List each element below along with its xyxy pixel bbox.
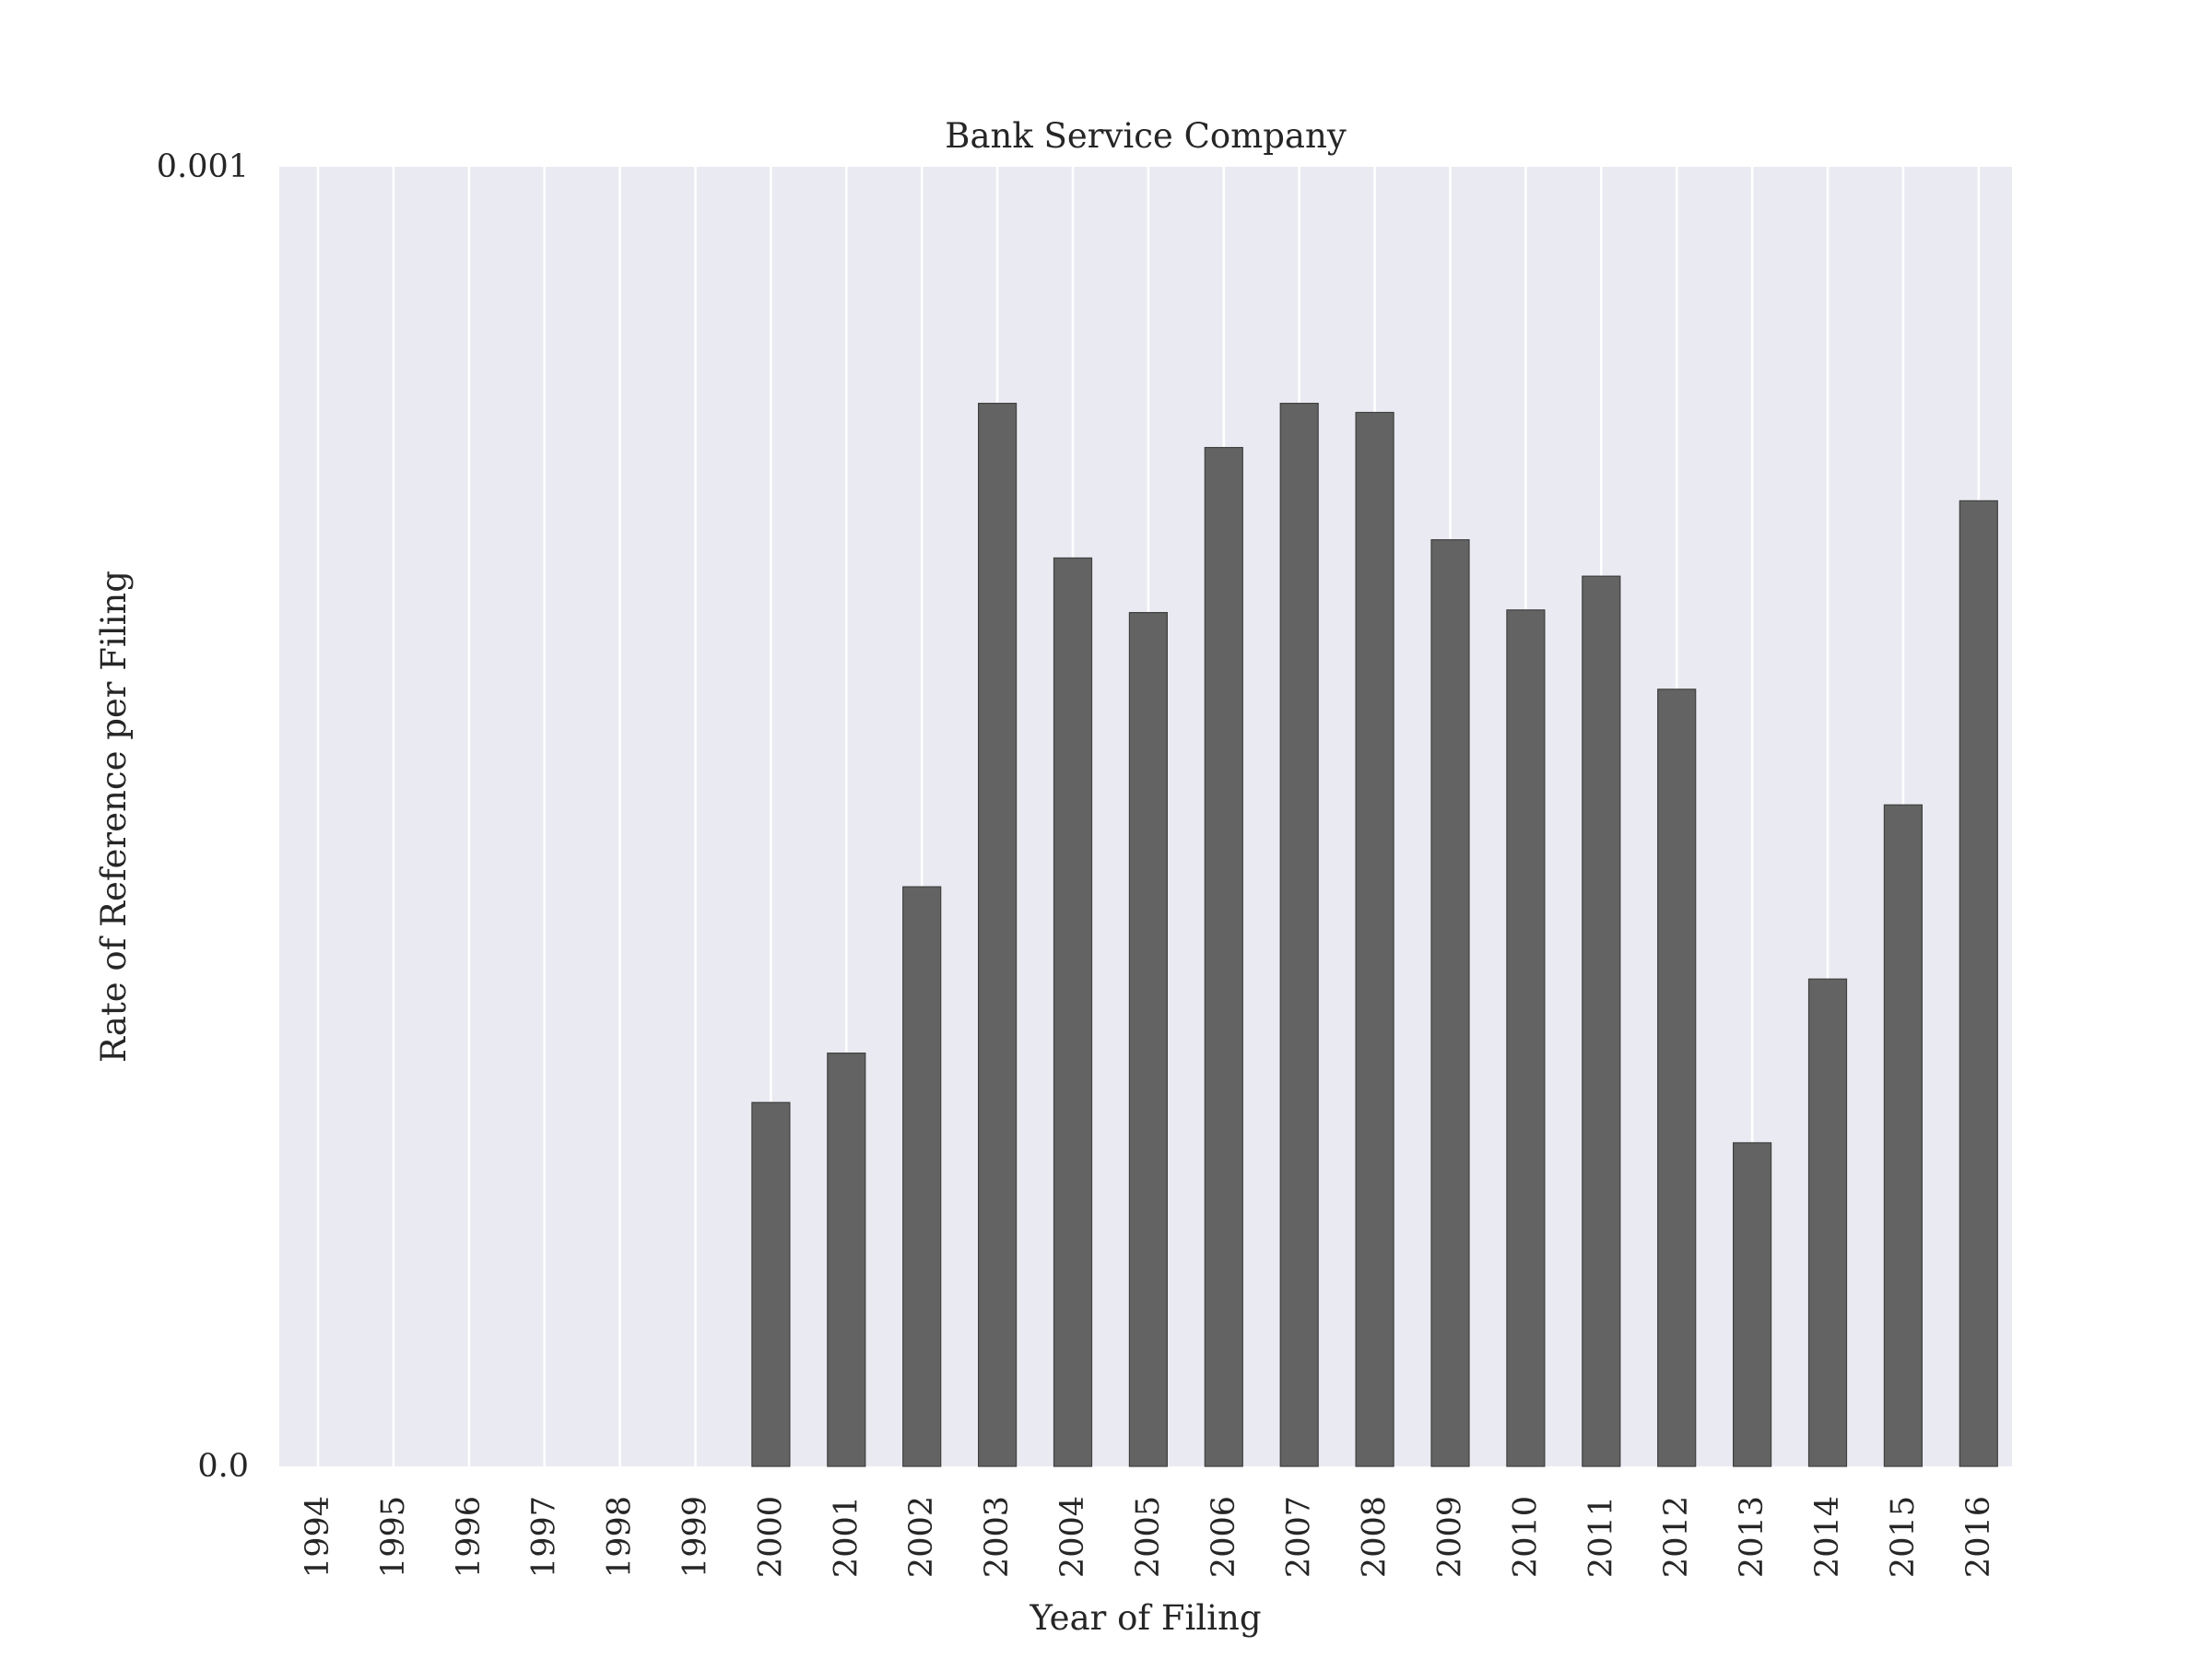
x-tick-label-2006: 2006 <box>1206 1496 1242 1578</box>
x-tick-label-1995: 1995 <box>375 1496 412 1578</box>
bar-2014 <box>1807 978 1848 1467</box>
bar-2016 <box>1959 500 1998 1467</box>
bar-2003 <box>977 403 1018 1467</box>
bar-2010 <box>1506 609 1546 1467</box>
x-tick-label-1994: 1994 <box>300 1496 336 1578</box>
x-tick-label-2013: 2013 <box>1734 1496 1771 1578</box>
x-tick-label-2010: 2010 <box>1507 1496 1544 1578</box>
chart-title: Bank Service Company <box>945 116 1347 156</box>
bar-2011 <box>1582 575 1621 1467</box>
bar-2012 <box>1657 688 1697 1467</box>
x-tick-label-1999: 1999 <box>677 1496 714 1578</box>
x-axis-label: Year of Filing <box>1029 1598 1261 1638</box>
bar-2000 <box>751 1101 791 1467</box>
x-tick-label-2005: 2005 <box>1130 1496 1167 1578</box>
x-tick-label-2002: 2002 <box>903 1496 940 1578</box>
y-tick-label-0: 0.0 <box>197 1448 249 1485</box>
x-tick-label-1998: 1998 <box>602 1496 639 1578</box>
x-tick-label-2009: 2009 <box>1432 1496 1469 1578</box>
bar-2015 <box>1883 804 1924 1467</box>
x-tick-label-2007: 2007 <box>1281 1496 1318 1578</box>
x-tick-label-2011: 2011 <box>1583 1496 1619 1578</box>
bar-2001 <box>827 1053 866 1467</box>
x-tick-label-2016: 2016 <box>1960 1496 1997 1578</box>
x-tick-label-2004: 2004 <box>1054 1496 1091 1578</box>
x-tick-label-2015: 2015 <box>1885 1496 1922 1578</box>
x-tick-label-1996: 1996 <box>451 1496 488 1578</box>
x-tick-label-2000: 2000 <box>752 1496 789 1578</box>
x-tick-label-2012: 2012 <box>1658 1496 1695 1578</box>
bars <box>751 403 1998 1467</box>
bar-2005 <box>1128 612 1169 1467</box>
y-axis-label: Rate of Reference per Filing <box>94 571 134 1063</box>
bar-2007 <box>1279 403 1319 1467</box>
bar-2006 <box>1204 446 1243 1467</box>
x-tick-label-2003: 2003 <box>979 1496 1016 1578</box>
x-tick-label-2001: 2001 <box>828 1496 865 1578</box>
x-tick-labels: 1994 1995 1996 1997 1998 1999 2000 2001 2002 2003… <box>300 1496 1997 1578</box>
bar-2009 <box>1430 539 1470 1467</box>
x-tick-label-1997: 1997 <box>526 1496 563 1578</box>
y-tick-labels: 0.0 0.001 <box>157 148 249 1485</box>
bar-2008 <box>1355 411 1394 1467</box>
bar-2002 <box>902 886 942 1467</box>
y-tick-label-1: 0.001 <box>157 148 249 185</box>
bar-2013 <box>1732 1142 1772 1467</box>
bar-2004 <box>1053 557 1093 1467</box>
x-tick-label-2014: 2014 <box>1809 1496 1846 1578</box>
x-tick-label-2008: 2008 <box>1357 1496 1394 1578</box>
